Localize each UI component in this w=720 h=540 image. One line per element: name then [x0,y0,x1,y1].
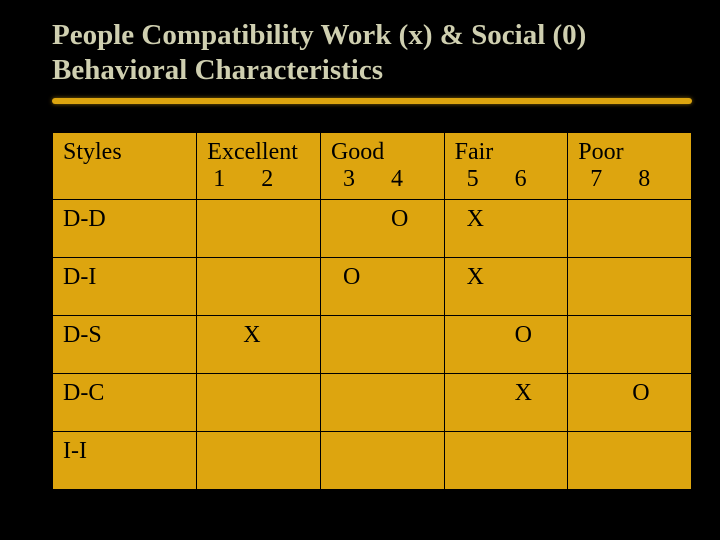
header-label: Excellent [207,139,310,166]
header-nums: 1 2 [207,166,310,193]
data-cell [197,431,321,489]
data-cell [197,257,321,315]
corner-label: Styles [63,139,186,166]
data-cell [568,431,692,489]
table-row: D-C X O [53,373,692,431]
table-row: D-S X O [53,315,692,373]
corner-cell: Styles [53,132,197,199]
style-cell: D-D [53,199,197,257]
data-cell: X [444,257,568,315]
data-cell [568,315,692,373]
header-good: Good 3 4 [320,132,444,199]
style-cell: D-S [53,315,197,373]
data-cell: X [444,373,568,431]
table-row: D-D O X [53,199,692,257]
header-label: Fair [455,139,558,166]
data-cell: X [197,315,321,373]
header-nums: 3 4 [331,166,434,193]
data-cell: O [320,257,444,315]
header-poor: Poor 7 8 [568,132,692,199]
data-cell [197,199,321,257]
header-fair: Fair 5 6 [444,132,568,199]
compatibility-table: Styles Excellent 1 2 Good 3 4 Fair 5 6 P… [52,132,692,490]
data-cell: O [320,199,444,257]
header-nums: 5 6 [455,166,558,193]
title-divider [52,98,692,104]
data-cell [568,199,692,257]
header-label: Good [331,139,434,166]
header-excellent: Excellent 1 2 [197,132,321,199]
page-title: People Compatibility Work (x) & Social (… [52,18,692,88]
data-cell [320,431,444,489]
style-cell: D-I [53,257,197,315]
data-cell: O [568,373,692,431]
style-cell: I-I [53,431,197,489]
header-label: Poor [578,139,681,166]
header-row: Styles Excellent 1 2 Good 3 4 Fair 5 6 P… [53,132,692,199]
table-row: D-I O X [53,257,692,315]
data-cell [197,373,321,431]
header-nums: 7 8 [578,166,681,193]
table-row: I-I [53,431,692,489]
style-cell: D-C [53,373,197,431]
data-cell [320,373,444,431]
data-cell: X [444,199,568,257]
data-cell [568,257,692,315]
data-cell [320,315,444,373]
data-cell [444,431,568,489]
data-cell: O [444,315,568,373]
